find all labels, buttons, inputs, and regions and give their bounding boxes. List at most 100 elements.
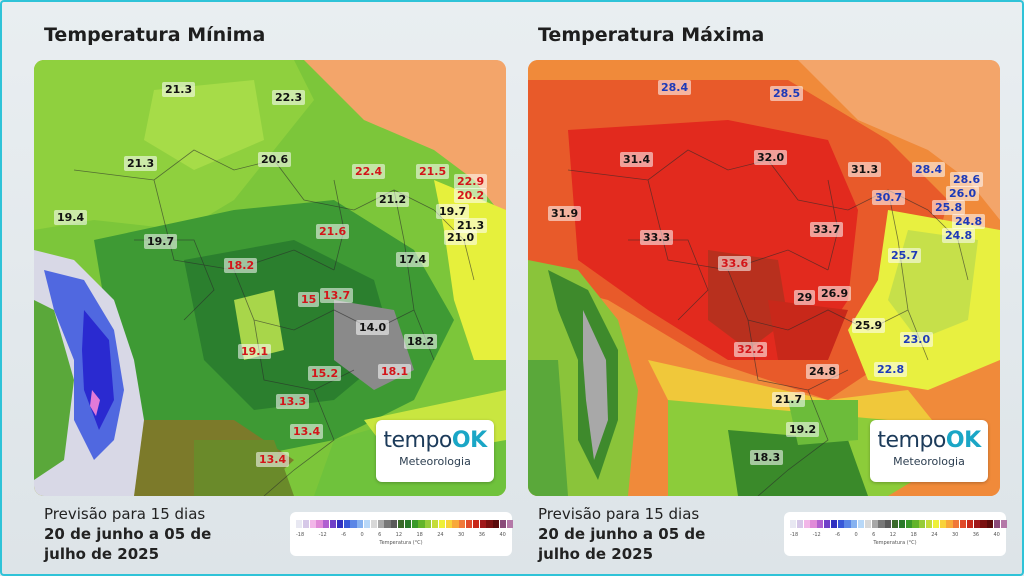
scale-tick-label: 18 <box>910 532 917 538</box>
scale-tick-label: 6 <box>378 532 382 538</box>
temperature-value-label: 20.2 <box>454 188 488 203</box>
tempook-logo: tempoOK Meteorologia <box>376 420 494 482</box>
scale-tick-label: -12 <box>812 532 821 538</box>
scale-swatch <box>479 520 486 528</box>
logo-subtitle: Meteorologia <box>893 455 965 468</box>
scale-swatch <box>946 520 953 528</box>
tempook-logo: tempoOK Meteorologia <box>870 420 988 482</box>
temperature-value-label: 21.7 <box>772 392 806 407</box>
scale-color-bar <box>296 520 514 528</box>
scale-tick-label: 12 <box>889 532 897 538</box>
scale-color-bar <box>790 520 1008 528</box>
temperature-value-label: 31.3 <box>848 162 882 177</box>
scale-unit: Temperatura (°C) <box>873 540 917 546</box>
temperature-value-label: 22.3 <box>272 90 306 105</box>
temperature-value-label: 19.7 <box>144 234 178 249</box>
scale-tick-label: 36 <box>972 532 980 538</box>
temperature-value-label: 19.7 <box>436 204 470 219</box>
panel-title: Temperatura Máxima <box>538 24 765 46</box>
temperature-value-label: 33.3 <box>640 230 674 245</box>
temperature-value-label: 13.3 <box>276 394 310 409</box>
scale-swatch <box>939 520 946 528</box>
scale-tick-label: -6 <box>835 532 841 538</box>
scale-swatch <box>857 520 865 528</box>
scale-swatch <box>993 520 1001 528</box>
temperature-value-label: 22.4 <box>352 164 386 179</box>
temperature-value-label: 13.4 <box>256 452 290 467</box>
scale-swatch <box>932 520 940 528</box>
scale-swatch <box>499 520 507 528</box>
scale-swatch <box>343 520 350 528</box>
scale-tick-label: -18 <box>790 532 799 538</box>
scale-swatch <box>973 520 980 528</box>
scale-swatch <box>411 520 418 528</box>
scale-swatch <box>425 520 432 528</box>
scale-swatch <box>493 520 500 528</box>
min-temp-map: 21.3 22.3 21.3 20.6 22.4 21.5 22.9 20.2 21.2 19.7… <box>34 60 506 496</box>
scale-swatch <box>953 520 960 528</box>
temperature-value-label: 18.3 <box>750 450 784 465</box>
temperature-value-label: 28.4 <box>912 162 946 177</box>
temperature-value-label: 31.9 <box>548 206 582 221</box>
temperature-value-label: 15 <box>298 292 320 307</box>
scale-swatch <box>925 520 933 528</box>
scale-tick-label: 30 <box>457 532 465 538</box>
scale-swatch <box>864 520 872 528</box>
scale-tick-label: 0 <box>854 532 858 538</box>
temperature-value-label: 24.8 <box>952 214 986 229</box>
scale-swatch <box>506 520 513 528</box>
scale-tick-label: -18 <box>296 532 305 538</box>
temperature-value-label: 14.0 <box>356 320 390 335</box>
scale-swatch <box>844 520 851 528</box>
scale-swatch <box>898 520 906 528</box>
temperature-value-label: 19.1 <box>238 344 272 359</box>
temperature-value-label: 21.3 <box>454 218 488 233</box>
scale-swatch <box>438 520 446 528</box>
temperature-value-label: 32.0 <box>754 150 788 165</box>
temperature-value-label: 19.4 <box>54 210 88 225</box>
scale-tick-label: 40 <box>499 532 506 538</box>
scale-swatch <box>418 520 425 528</box>
temperature-value-label: 21.5 <box>416 164 450 179</box>
scale-swatch <box>817 520 824 528</box>
scale-swatch <box>871 520 878 528</box>
scale-swatch <box>823 520 831 528</box>
temperature-value-label: 33.7 <box>810 222 844 237</box>
scale-swatch <box>959 520 967 528</box>
scale-swatch <box>810 520 817 528</box>
caption-line-3: julho de 2025 <box>44 545 160 563</box>
max-temp-map-graphic <box>528 60 1000 496</box>
temperature-value-label: 21.6 <box>316 224 350 239</box>
temperature-value-label: 28.5 <box>770 86 804 101</box>
scale-swatch <box>316 520 323 528</box>
scale-swatch <box>397 520 405 528</box>
logo-brand-text: tempo <box>383 428 452 453</box>
temperature-value-label: 18.2 <box>224 258 258 273</box>
scale-swatch <box>377 520 384 528</box>
scale-swatch <box>309 520 316 528</box>
scale-swatch <box>404 520 412 528</box>
scale-swatch <box>830 520 838 528</box>
forecast-caption: Previsão para 15 dias 20 de junho a 05 d… <box>538 504 705 564</box>
scale-tick-label: 18 <box>416 532 423 538</box>
temperature-value-label: 13.4 <box>290 424 324 439</box>
caption-line-1: Previsão para 15 dias <box>44 505 206 523</box>
panel-title: Temperatura Mínima <box>44 24 266 46</box>
scale-swatch <box>431 520 439 528</box>
scale-swatch <box>980 520 987 528</box>
scale-ticks: -18 -12 -6 0 6 12 18 24 30 36 40 <box>790 532 1000 538</box>
scale-tick-label: -12 <box>318 532 327 538</box>
min-temp-panel: Temperatura Mínima <box>16 2 516 574</box>
temperature-value-label: 28.4 <box>658 80 692 95</box>
temperature-value-label: 33.6 <box>718 256 752 271</box>
scale-tick-label: 24 <box>931 532 938 538</box>
temperature-value-label: 25.8 <box>932 200 966 215</box>
scale-swatch <box>987 520 994 528</box>
scale-swatch <box>370 520 378 528</box>
temperature-value-label: 32.2 <box>734 342 768 357</box>
scale-swatch <box>878 520 885 528</box>
temperature-value-label: 22.9 <box>454 174 488 189</box>
temperature-value-label: 18.2 <box>404 334 438 349</box>
temperature-value-label: 20.6 <box>258 152 292 167</box>
scale-swatch <box>905 520 912 528</box>
